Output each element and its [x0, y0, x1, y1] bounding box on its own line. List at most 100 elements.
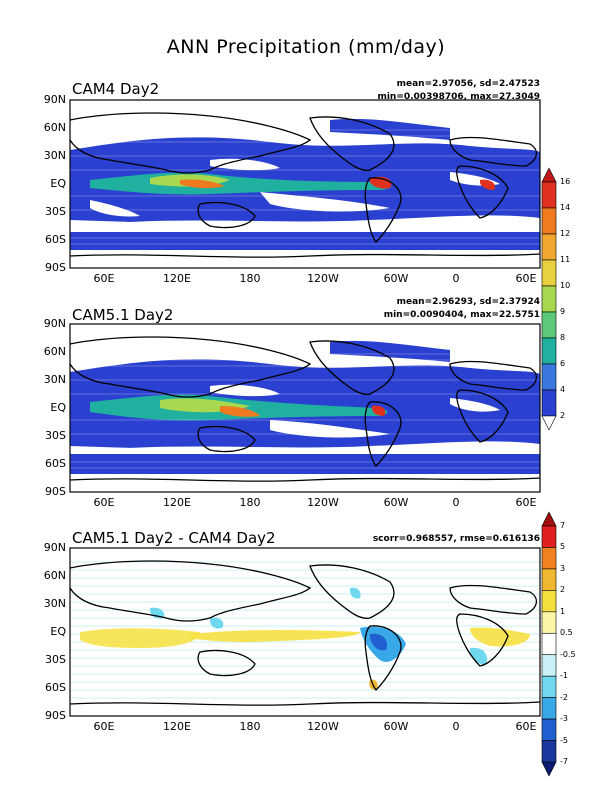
colorbar-tick-label: 12 — [560, 229, 571, 238]
lat-label: 90N — [43, 93, 66, 106]
lon-label: 60E — [93, 272, 115, 285]
colorbar-tick-label: 4 — [560, 385, 566, 394]
colorbar-tick-label: 6 — [560, 359, 566, 368]
panel-3-map — [69, 547, 541, 717]
lon-label: 60W — [383, 272, 409, 285]
colorbar-swatch — [541, 525, 557, 548]
lon-label: 120W — [307, 272, 339, 285]
colorbar-tick-label: 2 — [560, 585, 566, 595]
lon-label: 60E — [515, 272, 537, 285]
lat-label: 30N — [43, 597, 66, 610]
panel-3-title: CAM5.1 Day2 - CAM4 Day2 — [72, 529, 276, 547]
lat-label: 60S — [45, 233, 66, 246]
panel-1-stats-line1: mean=2.97056, sd=2.47523 — [396, 79, 540, 89]
colorbar-tick-label: 2 — [560, 411, 566, 420]
colorbar-swatch — [541, 181, 557, 209]
lat-label: 60N — [43, 345, 66, 358]
panel-3-stats: scorr=0.968557, rmse=0.616136 — [280, 533, 540, 546]
colorbar-swatch — [541, 740, 557, 763]
lat-label: 90S — [45, 709, 66, 722]
lon-label: 60E — [515, 720, 537, 733]
colorbar-tick-label: 0.5 — [560, 628, 573, 638]
colorbar-tick-label: 7 — [560, 521, 566, 530]
colorbar-swatch — [541, 259, 557, 287]
colorbar-swatch — [541, 363, 557, 391]
lon-label: 120W — [307, 720, 339, 733]
lon-label: 120E — [163, 272, 191, 285]
panel-1-title: CAM4 Day2 — [72, 80, 160, 98]
colorbar-tick-label: 3 — [560, 563, 566, 573]
colorbar-swatch — [541, 632, 557, 656]
colorbar-swatch — [541, 697, 557, 720]
colorbar-swatch — [541, 311, 557, 339]
lat-label: 30N — [43, 149, 66, 162]
lon-label: 0 — [452, 720, 460, 733]
lat-label: EQ — [50, 625, 66, 638]
lon-label: 180 — [239, 496, 261, 509]
panel-2-title: CAM5.1 Day2 — [72, 306, 174, 324]
colorbar-tick-label: 16 — [560, 177, 571, 186]
colorbar-tick-label: -0.5 — [560, 649, 576, 659]
panel-1-stats-line2: min=0.00398706, max=27.3049 — [377, 92, 540, 102]
colorbar-tick-label: 8 — [560, 333, 566, 342]
panel-1-stats: mean=2.97056, sd=2.47523 min=0.00398706,… — [280, 78, 540, 104]
colorbar-tick-label: 11 — [560, 255, 571, 264]
panel-2-stats: mean=2.96293, sd=2.37924 min=0.0090404, … — [280, 296, 540, 322]
panel-2-stats-line1: mean=2.96293, sd=2.37924 — [396, 297, 540, 307]
lat-label: EQ — [50, 177, 66, 190]
lon-label: 60W — [383, 496, 409, 509]
lat-label: 60N — [43, 121, 66, 134]
lat-label: EQ — [50, 401, 66, 414]
panel-2-map — [69, 323, 541, 493]
lat-label: 90N — [43, 317, 66, 330]
colorbar-swatch — [541, 547, 557, 570]
colorbar-swatch — [541, 654, 557, 677]
colorbar-swatch — [541, 590, 557, 613]
colorbar-swatch — [541, 389, 557, 417]
panel-1-map — [69, 99, 541, 269]
colorbar-tick-label: 9 — [560, 307, 566, 316]
panel-2-stats-line2: min=0.0090404, max=22.5751 — [383, 310, 540, 320]
lon-label: 120E — [163, 720, 191, 733]
colorbar-bottom-triangle — [541, 761, 557, 777]
lat-label: 30S — [45, 429, 66, 442]
lat-label: 90S — [45, 261, 66, 274]
colorbar-swatch — [541, 337, 557, 365]
page-title: ANN Precipitation (mm/day) — [166, 36, 446, 58]
colorbar-tick-label: 5 — [560, 542, 566, 552]
lon-label: 60E — [93, 496, 115, 509]
colorbar-tick-label: -2 — [560, 692, 568, 702]
panel-3-stats-line1: scorr=0.968557, rmse=0.616136 — [372, 534, 540, 544]
lat-label: 30S — [45, 205, 66, 218]
lat-label: 90S — [45, 485, 66, 498]
colorbar-top-triangle — [541, 167, 557, 183]
lon-label: 0 — [452, 272, 460, 285]
colorbar-tick-label: 10 — [560, 281, 571, 290]
lat-label: 30S — [45, 653, 66, 666]
lat-label: 60N — [43, 569, 66, 582]
colorbar-top-triangle — [541, 511, 557, 527]
lon-label: 60E — [515, 496, 537, 509]
colorbar-tick-label: -5 — [560, 735, 568, 745]
colorbar-swatch — [541, 718, 557, 741]
lon-label: 120W — [307, 496, 339, 509]
lon-label: 180 — [239, 272, 261, 285]
colorbar-tick-label: -3 — [560, 714, 568, 724]
lon-label: 120E — [163, 496, 191, 509]
lat-label: 30N — [43, 373, 66, 386]
colorbar-tick-label: -1 — [560, 671, 568, 681]
lat-label: 60S — [45, 457, 66, 470]
colorbar-tick-label: 14 — [560, 203, 571, 212]
precip-colorbar — [541, 167, 557, 431]
colorbar-tick-label: -7 — [560, 757, 568, 766]
lat-label: 60S — [45, 681, 66, 694]
lon-label: 60E — [93, 720, 115, 733]
lat-label: 90N — [43, 541, 66, 554]
lon-label: 180 — [239, 720, 261, 733]
colorbar-swatch — [541, 285, 557, 313]
colorbar-swatch — [541, 675, 557, 698]
colorbar-swatch — [541, 611, 557, 634]
lon-label: 0 — [452, 496, 460, 509]
difference-colorbar — [541, 511, 557, 777]
colorbar-bottom-triangle — [541, 415, 557, 431]
